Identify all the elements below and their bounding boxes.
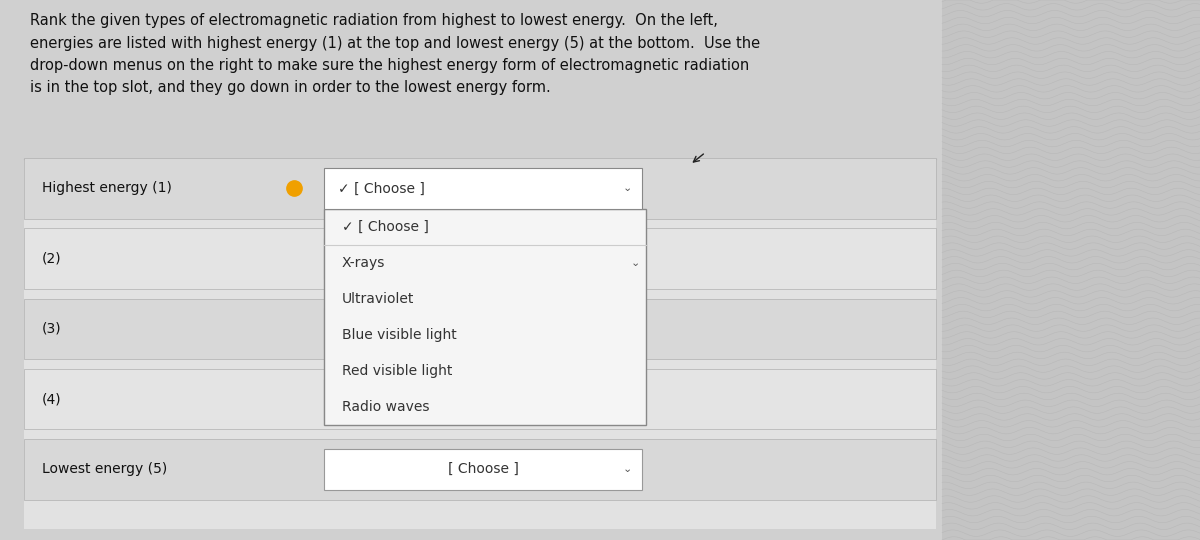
Text: [ Choose ]: [ Choose ] xyxy=(448,252,518,266)
Text: Rank the given types of electromagnetic radiation from highest to lowest energy.: Rank the given types of electromagnetic … xyxy=(30,14,760,95)
Text: Blue visible light: Blue visible light xyxy=(342,328,457,342)
Text: ⌄: ⌄ xyxy=(623,254,632,264)
FancyBboxPatch shape xyxy=(324,449,642,490)
Text: ✓ [ Choose ]: ✓ [ Choose ] xyxy=(342,220,428,234)
FancyBboxPatch shape xyxy=(24,228,936,289)
Text: Highest energy (1): Highest energy (1) xyxy=(42,181,172,195)
Text: ⌄: ⌄ xyxy=(623,184,632,193)
FancyBboxPatch shape xyxy=(942,0,1200,540)
FancyBboxPatch shape xyxy=(24,369,936,429)
Text: ✓ [ Choose ]: ✓ [ Choose ] xyxy=(338,181,425,195)
Text: ⌄: ⌄ xyxy=(623,464,632,474)
FancyBboxPatch shape xyxy=(324,308,642,349)
Text: ⌄: ⌄ xyxy=(623,324,632,334)
FancyBboxPatch shape xyxy=(24,299,936,359)
Text: Radio waves: Radio waves xyxy=(342,400,430,414)
Text: X-rays: X-rays xyxy=(342,256,385,270)
Text: [ Choose ]: [ Choose ] xyxy=(448,462,518,476)
FancyBboxPatch shape xyxy=(324,238,642,279)
Text: (3): (3) xyxy=(42,322,61,336)
Text: ⌄: ⌄ xyxy=(630,258,640,268)
FancyBboxPatch shape xyxy=(324,209,646,425)
Text: [ Choose ]: [ Choose ] xyxy=(448,322,518,336)
Text: (4): (4) xyxy=(42,392,61,406)
Text: ⌄: ⌄ xyxy=(623,394,632,404)
Text: Ultraviolet: Ultraviolet xyxy=(342,292,414,306)
Text: [ Choose ]: [ Choose ] xyxy=(448,392,518,406)
Text: (2): (2) xyxy=(42,252,61,266)
FancyBboxPatch shape xyxy=(324,168,642,209)
FancyBboxPatch shape xyxy=(24,439,936,500)
Text: Lowest energy (5): Lowest energy (5) xyxy=(42,462,167,476)
FancyBboxPatch shape xyxy=(324,379,642,420)
FancyBboxPatch shape xyxy=(24,158,936,219)
FancyBboxPatch shape xyxy=(24,159,936,529)
Text: Red visible light: Red visible light xyxy=(342,364,452,378)
